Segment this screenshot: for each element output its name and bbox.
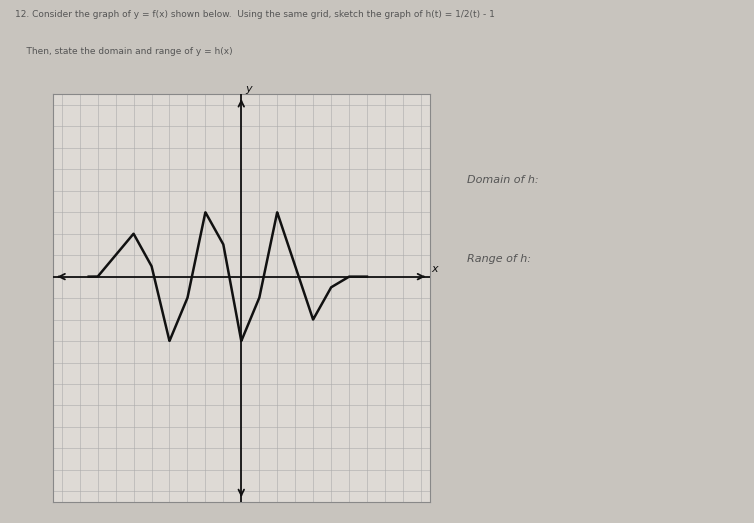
Text: Then, state the domain and range of y = h(x): Then, state the domain and range of y = … — [15, 47, 233, 56]
Text: Range of h:: Range of h: — [467, 254, 532, 264]
Text: Domain of h:: Domain of h: — [467, 175, 539, 185]
Text: y: y — [245, 84, 252, 94]
Text: 12. Consider the graph of y = f(x) shown below.  Using the same grid, sketch the: 12. Consider the graph of y = f(x) shown… — [15, 10, 495, 19]
Text: x: x — [431, 265, 438, 275]
